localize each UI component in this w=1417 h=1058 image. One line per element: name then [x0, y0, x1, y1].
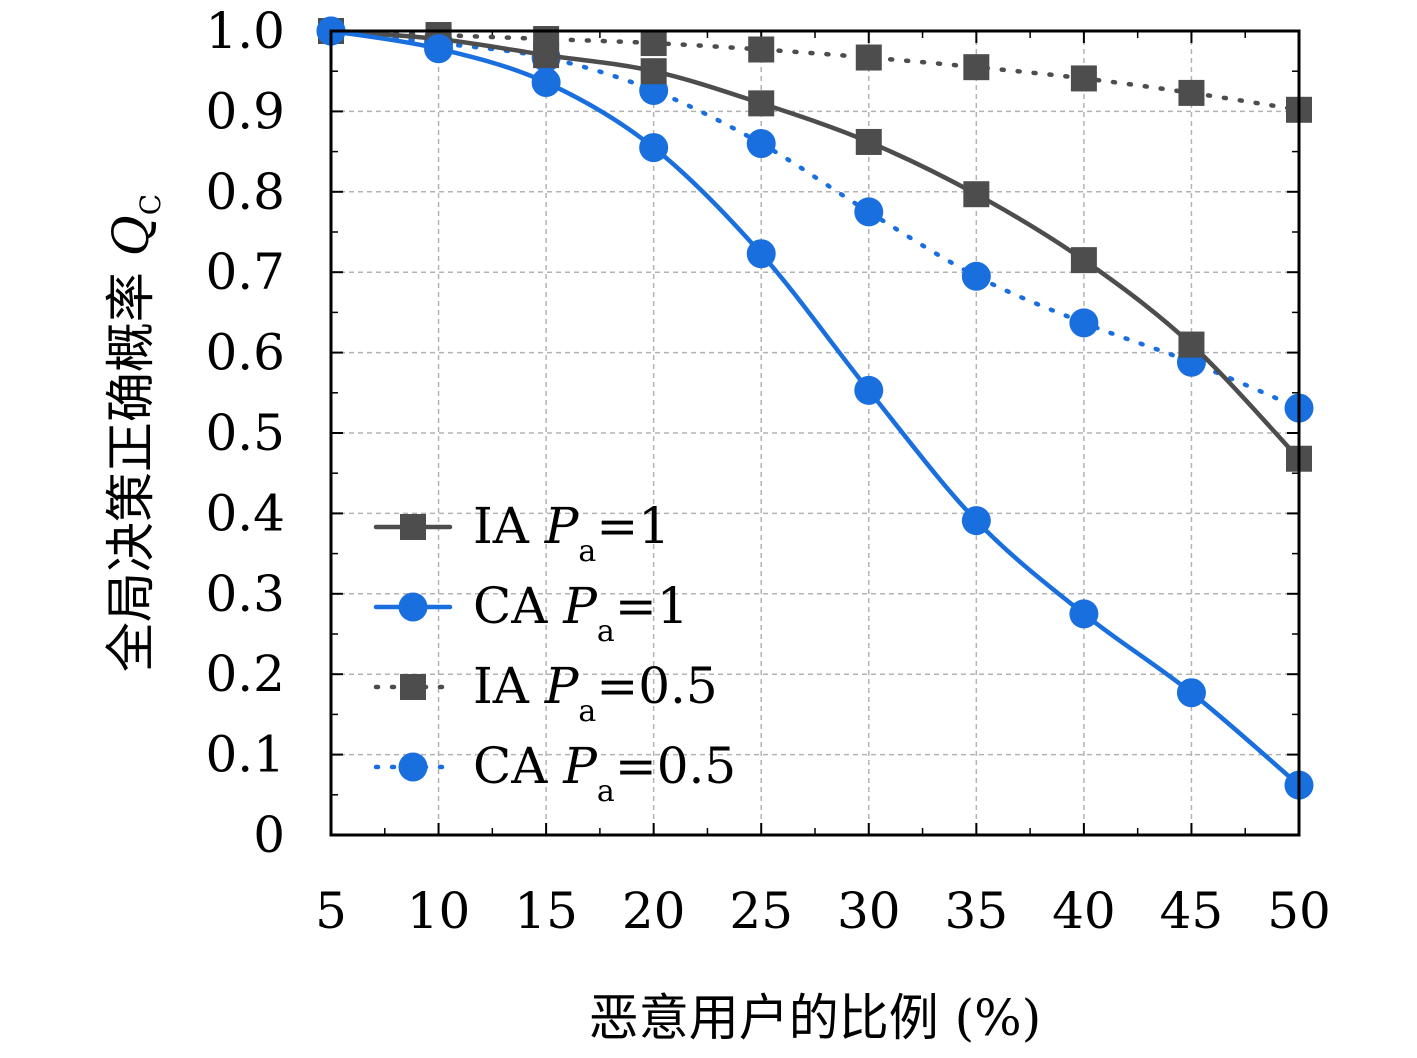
x-tick-label: 50: [1267, 882, 1331, 940]
data-point: [855, 44, 882, 71]
x-tick-label: 45: [1160, 882, 1224, 940]
y-axis-title: 全局决策正确概率 QC: [102, 194, 167, 672]
legend-item-1: IA Pa=1: [373, 497, 670, 569]
y-axis-title-symbol: Q: [102, 215, 160, 256]
data-point: [854, 375, 884, 405]
legend-label: IA Pa=1: [473, 497, 670, 569]
data-point: [963, 54, 990, 81]
y-tick-label: 1.0: [205, 2, 285, 60]
y-tick-label: 0.7: [205, 243, 285, 301]
data-point: [748, 90, 775, 117]
y-tick-label: 0.4: [205, 484, 285, 542]
data-point: [640, 30, 667, 57]
legend: IA Pa=1 CA Pa=1 IA Pa=0.5 CA Pa=0.5: [373, 497, 736, 809]
y-tick-label: 0: [253, 806, 285, 864]
x-tick-label: 30: [837, 882, 901, 940]
legend-marker: [400, 514, 426, 540]
x-tick-label: 40: [1052, 882, 1116, 940]
series-line: [328, 28, 1302, 788]
data-point: [1070, 65, 1097, 92]
legend-label: CA Pa=0.5: [473, 737, 736, 809]
data-point: [961, 506, 991, 536]
svg-text:全局决策正确概率 QC: 全局决策正确概率 QC: [102, 194, 167, 672]
x-tick-labels: 5 10 15 20 25 30 35 40 45 50: [315, 882, 1331, 940]
x-tick-label: 10: [407, 882, 471, 940]
legend-marker: [398, 752, 428, 782]
x-tick-label: 15: [514, 882, 578, 940]
data-point: [639, 133, 669, 163]
series-layer: [316, 16, 1314, 800]
data-point: [640, 58, 667, 85]
data-point: [1069, 599, 1099, 629]
legend-item-4: CA Pa=0.5: [373, 737, 736, 809]
legend-marker: [400, 674, 426, 700]
legend-item-2: CA Pa=1: [373, 577, 689, 649]
y-axis-title-subscript: C: [134, 194, 167, 215]
data-point: [1178, 331, 1205, 358]
series-1: [318, 18, 1312, 472]
y-tick-labels: 0 0.1 0.2 0.3 0.4 0.5 0.6 0.7 0.8 0.9 1.0: [205, 2, 285, 864]
y-tick-label: 0.3: [205, 565, 285, 623]
data-point: [531, 67, 561, 97]
data-point: [1178, 79, 1205, 106]
x-axis-title: 恶意用户的比例 (%): [589, 989, 1041, 1047]
y-tick-label: 0.1: [205, 726, 285, 784]
legend-label: CA Pa=1: [473, 577, 689, 649]
y-tick-label: 0.6: [205, 324, 285, 382]
x-tick-label: 5: [315, 882, 347, 940]
y-tick-label: 0.2: [205, 645, 285, 703]
x-tick-label: 35: [945, 882, 1009, 940]
data-point: [1176, 678, 1206, 708]
legend-marker: [398, 592, 428, 622]
series-2: [316, 16, 1314, 800]
y-axis-title-main: 全局决策正确概率: [102, 256, 160, 672]
data-point: [1069, 308, 1099, 338]
data-point: [748, 36, 775, 63]
x-tick-label: 25: [729, 882, 793, 940]
series-line: [328, 28, 1302, 411]
data-point: [963, 181, 990, 208]
data-point: [746, 239, 776, 269]
data-point: [533, 42, 560, 69]
data-point: [854, 197, 884, 227]
legend-item-3: IA Pa=0.5: [373, 657, 718, 729]
plot-frame: [329, 29, 1301, 837]
x-tick-label: 20: [622, 882, 686, 940]
series-line: [328, 28, 1302, 461]
legend-label: IA Pa=0.5: [473, 657, 718, 729]
data-point: [1070, 247, 1097, 274]
y-tick-label: 0.5: [205, 404, 285, 462]
series-4: [316, 16, 1314, 423]
data-point: [961, 261, 991, 291]
y-tick-label: 0.9: [205, 82, 285, 140]
data-point: [855, 128, 882, 155]
data-point: [424, 34, 454, 64]
data-point: [746, 129, 776, 159]
series-line: [328, 28, 1302, 113]
y-tick-label: 0.8: [205, 163, 285, 221]
